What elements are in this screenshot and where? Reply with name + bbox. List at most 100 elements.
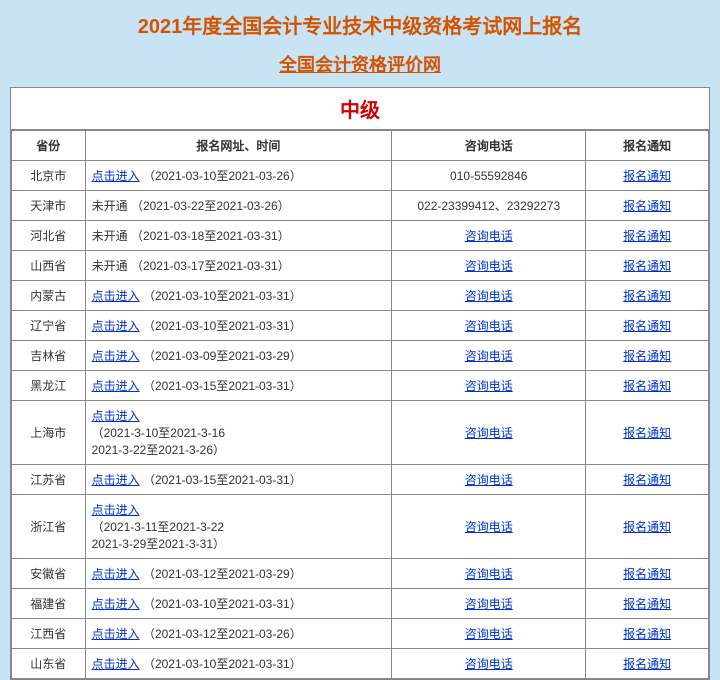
- enter-link[interactable]: 点击进入: [92, 597, 140, 611]
- notice-link[interactable]: 报名通知: [623, 319, 671, 333]
- notice-cell: 报名通知: [586, 495, 709, 559]
- phone-text: 022-23399412、23292273: [417, 199, 560, 213]
- phone-cell: 咨询电话: [392, 401, 586, 465]
- notice-link[interactable]: 报名通知: [623, 259, 671, 273]
- phone-cell: 咨询电话: [392, 495, 586, 559]
- date-range: （2021-03-10至2021-03-26）: [143, 169, 302, 183]
- date-range: （2021-03-12至2021-03-26）: [143, 627, 302, 641]
- phone-cell: 咨询电话: [392, 465, 586, 495]
- phone-cell: 咨询电话: [392, 559, 586, 589]
- enter-link[interactable]: 点击进入: [92, 319, 140, 333]
- enter-link[interactable]: 点击进入: [92, 169, 140, 183]
- registration-table: 省份 报名网址、时间 咨询电话 报名通知 北京市点击进入 （2021-03-10…: [11, 130, 709, 679]
- notice-cell: 报名通知: [586, 401, 709, 465]
- province-cell: 浙江省: [12, 495, 86, 559]
- enter-link[interactable]: 点击进入: [92, 503, 140, 517]
- phone-link[interactable]: 咨询电话: [465, 229, 513, 243]
- phone-cell: 022-23399412、23292273: [392, 191, 586, 221]
- notice-cell: 报名通知: [586, 619, 709, 649]
- notice-link[interactable]: 报名通知: [623, 199, 671, 213]
- phone-link[interactable]: 咨询电话: [465, 473, 513, 487]
- phone-link[interactable]: 咨询电话: [465, 289, 513, 303]
- date-range: （2021-03-12至2021-03-29）: [143, 567, 302, 581]
- province-cell: 内蒙古: [12, 281, 86, 311]
- notice-link[interactable]: 报名通知: [623, 349, 671, 363]
- notice-link[interactable]: 报名通知: [623, 426, 671, 440]
- notice-cell: 报名通知: [586, 341, 709, 371]
- province-cell: 江苏省: [12, 465, 86, 495]
- info-cell: 点击进入 （2021-03-10至2021-03-31）: [85, 281, 392, 311]
- subtitle-link[interactable]: 全国会计资格评价网: [279, 55, 441, 75]
- notice-link[interactable]: 报名通知: [623, 473, 671, 487]
- notice-link[interactable]: 报名通知: [623, 289, 671, 303]
- notice-link[interactable]: 报名通知: [623, 627, 671, 641]
- phone-cell: 咨询电话: [392, 221, 586, 251]
- date-range: （2021-3-11至2021-3-222021-3-29至2021-3-31）: [92, 520, 225, 551]
- enter-link[interactable]: 点击进入: [92, 567, 140, 581]
- enter-link[interactable]: 点击进入: [92, 409, 140, 423]
- phone-link[interactable]: 咨询电话: [465, 657, 513, 671]
- enter-link[interactable]: 点击进入: [92, 379, 140, 393]
- info-cell: 未开通 （2021-03-18至2021-03-31）: [85, 221, 392, 251]
- phone-link[interactable]: 咨询电话: [465, 567, 513, 581]
- phone-link[interactable]: 咨询电话: [465, 520, 513, 534]
- table-container: 中级 省份 报名网址、时间 咨询电话 报名通知 北京市点击进入 （2021-03…: [10, 87, 710, 680]
- province-cell: 山东省: [12, 649, 86, 679]
- table-row: 内蒙古点击进入 （2021-03-10至2021-03-31） 咨询电话 报名通知: [12, 281, 709, 311]
- phone-link[interactable]: 咨询电话: [465, 426, 513, 440]
- notice-link[interactable]: 报名通知: [623, 520, 671, 534]
- table-row: 江西省点击进入 （2021-03-12至2021-03-26）咨询电话报名通知: [12, 619, 709, 649]
- enter-link[interactable]: 点击进入: [92, 627, 140, 641]
- phone-link[interactable]: 咨询电话: [465, 627, 513, 641]
- notice-cell: 报名通知: [586, 559, 709, 589]
- page-title: 2021年度全国会计专业技术中级资格考试网上报名: [0, 0, 720, 45]
- province-cell: 山西省: [12, 251, 86, 281]
- not-open-text: 未开通: [92, 259, 128, 273]
- phone-cell: 咨询电话: [392, 619, 586, 649]
- enter-link[interactable]: 点击进入: [92, 349, 140, 363]
- table-row: 福建省点击进入 （2021-03-10至2021-03-31）咨询电话报名通知: [12, 589, 709, 619]
- phone-link[interactable]: 咨询电话: [465, 349, 513, 363]
- notice-cell: 报名通知: [586, 465, 709, 495]
- notice-link[interactable]: 报名通知: [623, 567, 671, 581]
- date-range: （2021-03-18至2021-03-31）: [131, 229, 290, 243]
- subtitle-wrap: 全国会计资格评价网: [0, 45, 720, 87]
- province-cell: 安徽省: [12, 559, 86, 589]
- info-cell: 点击进入 （2021-03-10至2021-03-26）: [85, 161, 392, 191]
- notice-link[interactable]: 报名通知: [623, 229, 671, 243]
- phone-link[interactable]: 咨询电话: [465, 379, 513, 393]
- enter-link[interactable]: 点击进入: [92, 473, 140, 487]
- notice-cell: 报名通知: [586, 281, 709, 311]
- phone-link[interactable]: 咨询电话: [465, 597, 513, 611]
- date-range: （2021-03-10至2021-03-31）: [143, 319, 302, 333]
- notice-link[interactable]: 报名通知: [623, 169, 671, 183]
- info-cell: 点击进入 （2021-03-15至2021-03-31）: [85, 371, 392, 401]
- info-cell: 点击进入 （2021-03-12至2021-03-26）: [85, 619, 392, 649]
- notice-link[interactable]: 报名通知: [623, 657, 671, 671]
- table-row: 河北省未开通 （2021-03-18至2021-03-31） 咨询电话 报名通知: [12, 221, 709, 251]
- table-row: 浙江省点击进入 （2021-3-11至2021-3-222021-3-29至202…: [12, 495, 709, 559]
- table-row: 天津市未开通 （2021-03-22至2021-03-26）022-233994…: [12, 191, 709, 221]
- date-range: （2021-03-09至2021-03-29）: [143, 349, 302, 363]
- province-cell: 辽宁省: [12, 311, 86, 341]
- enter-link[interactable]: 点击进入: [92, 657, 140, 671]
- notice-link[interactable]: 报名通知: [623, 597, 671, 611]
- table-row: 黑龙江点击进入 （2021-03-15至2021-03-31）咨询电话报名通知: [12, 371, 709, 401]
- province-cell: 河北省: [12, 221, 86, 251]
- phone-link[interactable]: 咨询电话: [465, 319, 513, 333]
- info-cell: 未开通 （2021-03-22至2021-03-26）: [85, 191, 392, 221]
- notice-cell: 报名通知: [586, 371, 709, 401]
- phone-cell: 咨询电话: [392, 371, 586, 401]
- phone-cell: 咨询电话: [392, 341, 586, 371]
- table-row: 安徽省点击进入 （2021-03-12至2021-03-29） 咨询电话 报名通知: [12, 559, 709, 589]
- phone-link[interactable]: 咨询电话: [465, 259, 513, 273]
- info-cell: 未开通 （2021-03-17至2021-03-31）: [85, 251, 392, 281]
- notice-cell: 报名通知: [586, 649, 709, 679]
- enter-link[interactable]: 点击进入: [92, 289, 140, 303]
- level-header: 中级: [11, 88, 709, 130]
- notice-link[interactable]: 报名通知: [623, 379, 671, 393]
- info-cell: 点击进入（2021-3-10至2021-3-162021-3-22至2021-3…: [85, 401, 392, 465]
- phone-cell: 咨询电话: [392, 311, 586, 341]
- table-row: 吉林省点击进入 （2021-03-09至2021-03-29）咨询电话报名通知: [12, 341, 709, 371]
- table-row: 上海市点击进入（2021-3-10至2021-3-162021-3-22至202…: [12, 401, 709, 465]
